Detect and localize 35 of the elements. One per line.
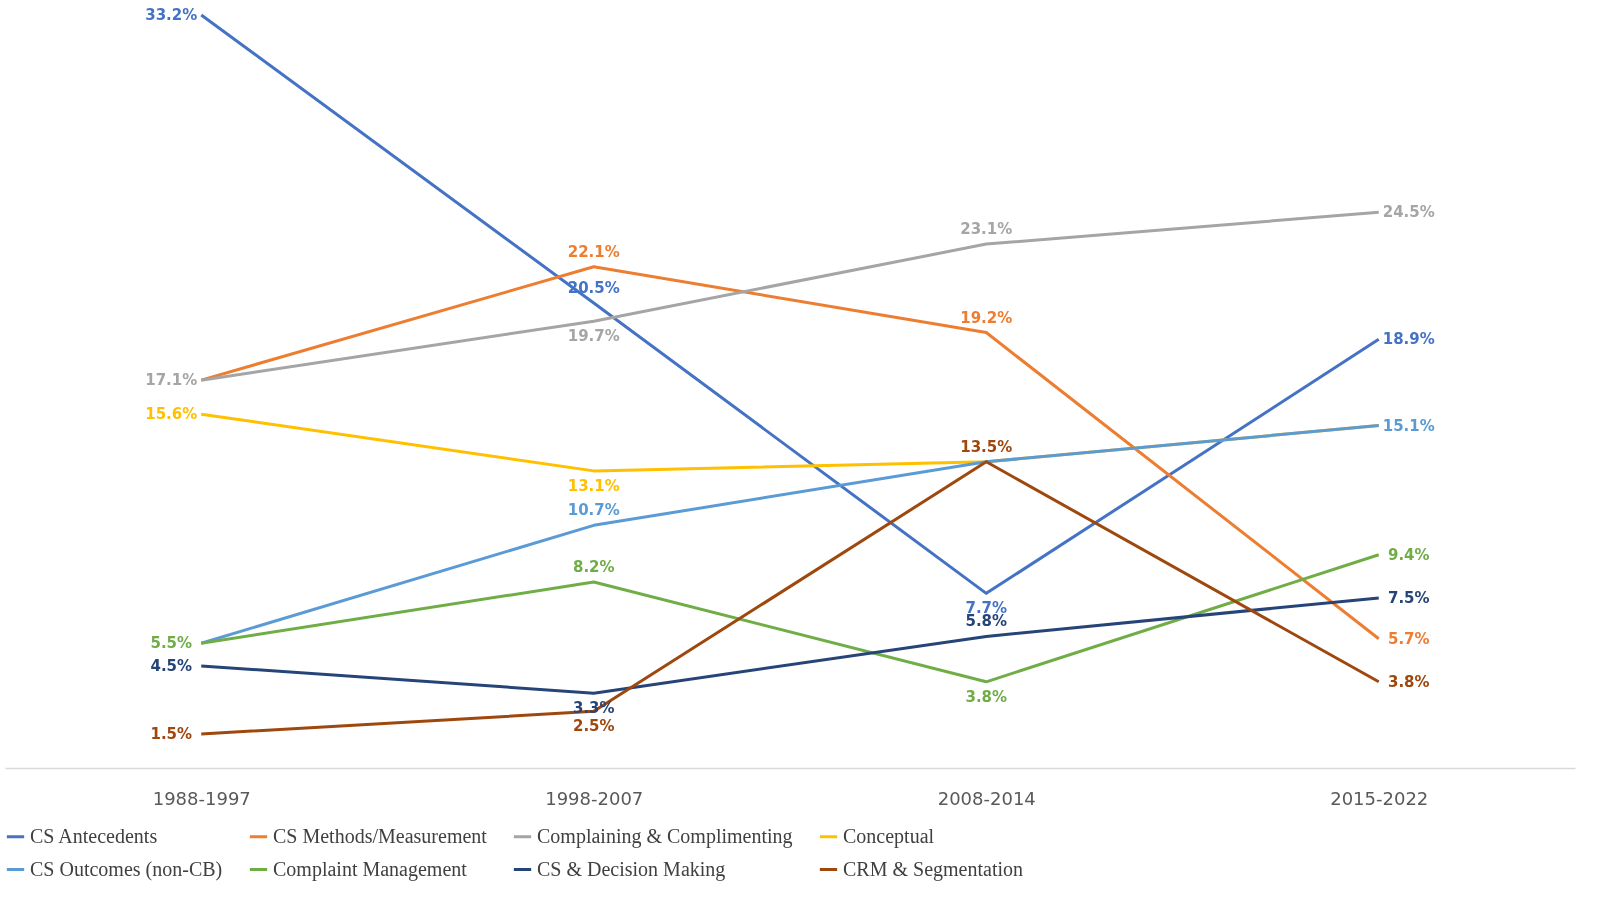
data-label: 18.9% bbox=[1382, 330, 1435, 349]
data-label: 17.1% bbox=[145, 371, 198, 390]
data-label: 15.1% bbox=[1382, 416, 1435, 435]
data-label: 10.7% bbox=[567, 501, 620, 520]
data-label: 23.1% bbox=[960, 220, 1013, 239]
data-label: 33.2% bbox=[145, 6, 198, 24]
legend-label: CS Methods/Measurement bbox=[273, 824, 488, 847]
data-label: 15.6% bbox=[145, 405, 198, 424]
data-label: 7.5% bbox=[1387, 588, 1430, 607]
legend-label: Complaining & Complimenting bbox=[537, 824, 793, 848]
data-label: 19.7% bbox=[567, 327, 620, 346]
data-label: 1.5% bbox=[150, 724, 193, 743]
data-label: 19.2% bbox=[960, 308, 1013, 327]
legend-label: CS Outcomes (non-CB) bbox=[30, 857, 223, 881]
legend-label: Complaint Management bbox=[273, 857, 468, 881]
data-label: 9.4% bbox=[1387, 545, 1430, 564]
legend-label: CRM & Segmentation bbox=[843, 857, 1023, 881]
legend-label: Conceptual bbox=[843, 824, 935, 848]
data-label: 4.5% bbox=[150, 656, 193, 675]
data-label: 24.5% bbox=[1382, 203, 1435, 222]
data-label: 3.8% bbox=[965, 687, 1008, 706]
data-label: 5.7% bbox=[1387, 629, 1430, 648]
x-tick-label: 1988-1997 bbox=[152, 787, 251, 809]
x-tick-label: 1998-2007 bbox=[545, 787, 644, 809]
data-label: 2.5% bbox=[572, 717, 615, 736]
legend-label: CS & Decision Making bbox=[537, 857, 726, 881]
data-label: 13.5% bbox=[960, 437, 1013, 456]
x-tick-label: 2015-2022 bbox=[1330, 787, 1429, 809]
data-label: 8.2% bbox=[572, 558, 615, 577]
data-label: 13.1% bbox=[567, 476, 620, 495]
x-tick-label: 2008-2014 bbox=[937, 787, 1036, 809]
legend-label: CS Antecedents bbox=[30, 824, 158, 847]
data-label: 5.5% bbox=[150, 634, 193, 653]
data-label: 22.1% bbox=[567, 242, 620, 261]
data-label: 3.8% bbox=[1387, 672, 1430, 691]
